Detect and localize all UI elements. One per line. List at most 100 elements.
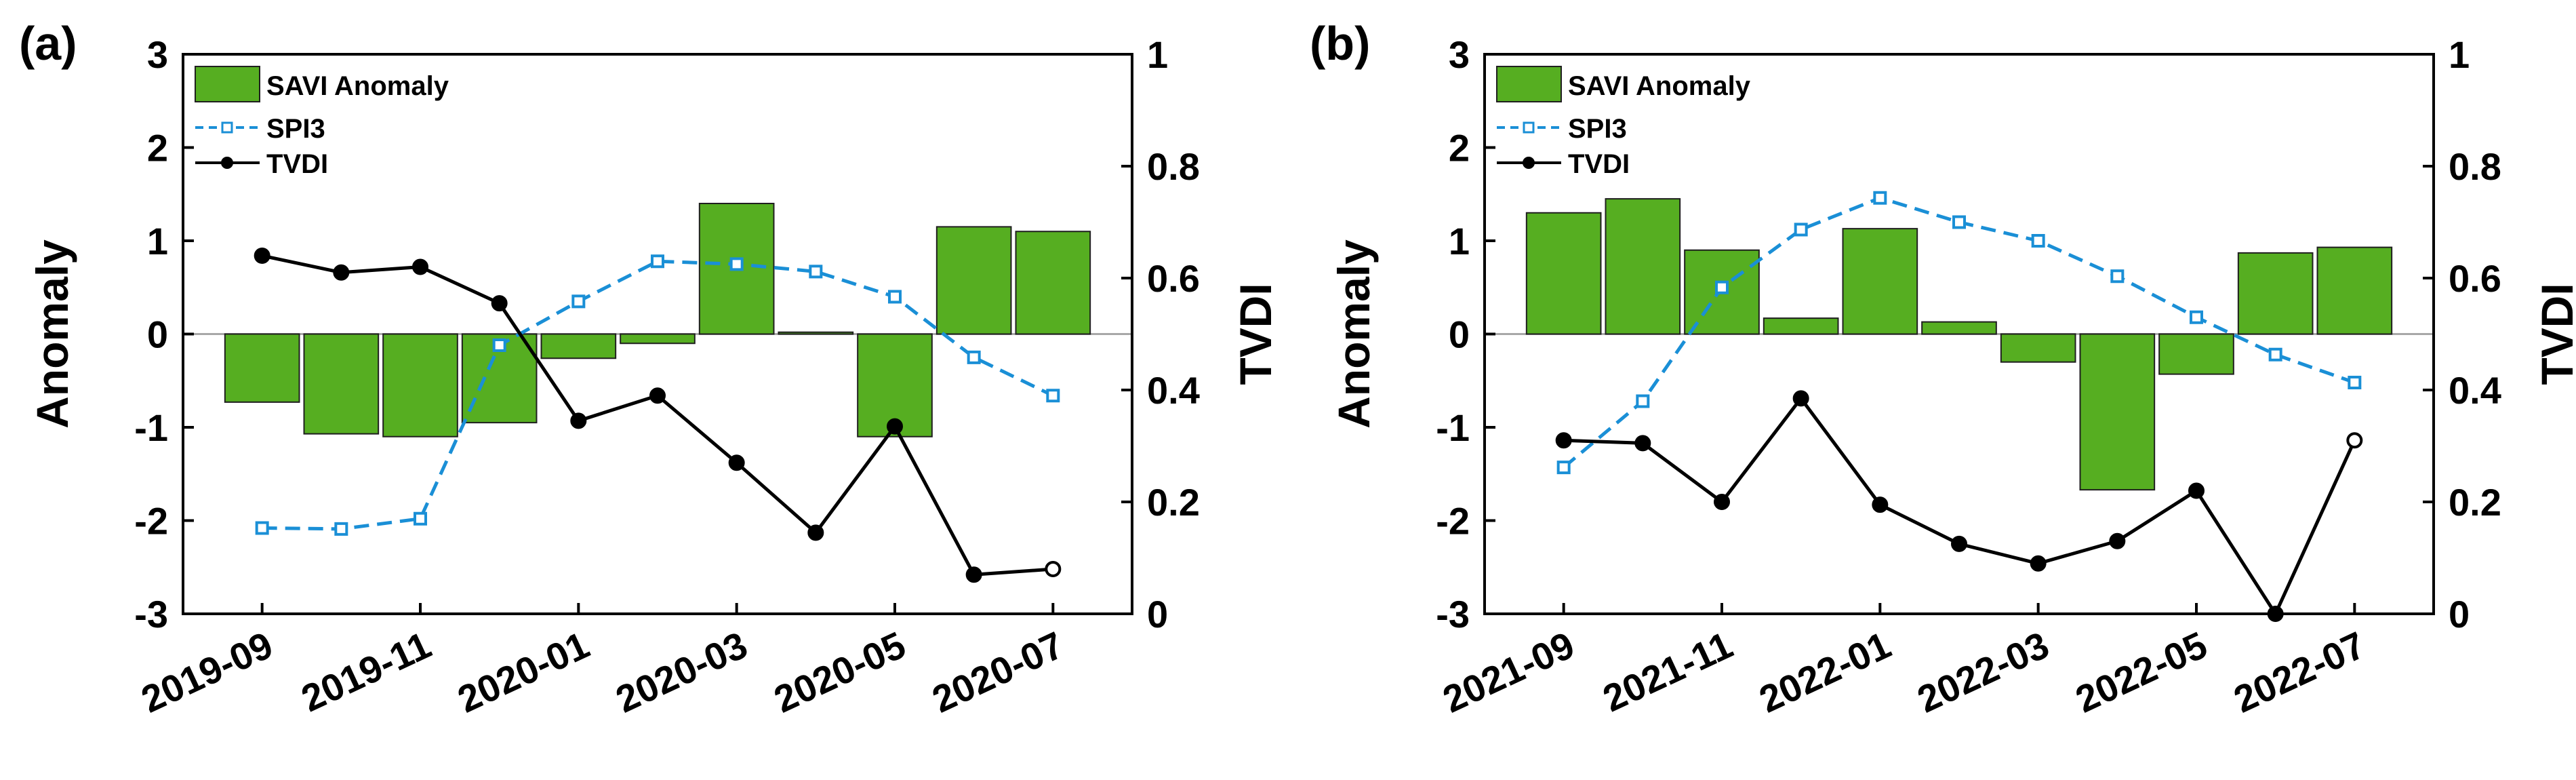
tvdi-marker xyxy=(2346,432,2363,449)
tvdi-marker xyxy=(649,387,666,404)
spi3-marker xyxy=(1636,394,1650,408)
legend-label-tvdi: TVDI xyxy=(266,149,328,179)
spi3-marker xyxy=(2110,269,2125,284)
tvdi-marker xyxy=(887,418,903,435)
y-axis-label: Anomaly xyxy=(1329,239,1379,429)
y-tick-label: 3 xyxy=(147,33,168,76)
spi3-marker xyxy=(1873,191,1887,205)
spi3-marker xyxy=(414,511,427,526)
x-tick-label: 2020-03 xyxy=(609,623,754,721)
savi-anomaly-bar xyxy=(1763,317,1839,335)
spi3-marker xyxy=(1794,222,1808,237)
savi-anomaly-bar xyxy=(2000,333,2076,363)
legend-label-spi3: SPI3 xyxy=(266,114,325,144)
spi3-marker xyxy=(888,290,902,304)
legend-swatch-savi xyxy=(1496,66,1562,102)
spi3-marker xyxy=(1952,215,1966,229)
chart-panel-b: (b) 3 2 1 0 -1 -2 -3 1 0.8 0.6 0.4 0.2 0 2021-09 2021-1… xyxy=(1310,17,2576,721)
savi-anomaly-bar xyxy=(620,333,696,345)
tvdi-marker xyxy=(965,566,982,583)
y2-tick-label: 0 xyxy=(1147,593,1168,636)
legend-swatch-savi xyxy=(195,66,260,102)
legend-label-savi: SAVI Anomaly xyxy=(1568,71,1751,101)
spi3-marker xyxy=(2268,347,2282,362)
x-tick-label: 2020-07 xyxy=(926,623,1070,721)
tvdi-marker xyxy=(728,454,745,471)
tvdi-marker xyxy=(1634,435,1651,452)
y-tick-label: -2 xyxy=(1436,500,1470,543)
tvdi-marker xyxy=(2109,532,2126,549)
spi3-marker xyxy=(651,254,664,269)
y-tick-label: 2 xyxy=(1449,127,1470,170)
x-tick-label: 2022-05 xyxy=(2069,623,2213,721)
tvdi-marker xyxy=(1951,535,1967,552)
y-axis-label: Anomaly xyxy=(27,239,77,429)
tvdi-marker xyxy=(1792,390,1809,407)
spi3-marker xyxy=(729,257,744,271)
spi3-marker xyxy=(255,521,269,535)
spi3-marker xyxy=(1715,280,1729,294)
tvdi-marker xyxy=(1045,561,1062,577)
x-tick-label: 2019-11 xyxy=(295,623,437,720)
savi-anomaly-bar xyxy=(540,333,617,359)
savi-anomaly-bar xyxy=(2079,333,2156,491)
tvdi-marker xyxy=(807,524,824,541)
savi-anomaly-bar xyxy=(1605,198,1681,335)
savi-anomaly-bar xyxy=(303,333,380,435)
tvdi-marker xyxy=(491,295,508,312)
y2-tick-label: 0.6 xyxy=(1147,257,1200,300)
savi-anomaly-bar xyxy=(778,331,854,335)
y2-tick-label: 1 xyxy=(2449,33,2470,76)
legend-label-savi: SAVI Anomaly xyxy=(266,71,449,101)
spi3-marker xyxy=(2190,310,2203,324)
tvdi-marker xyxy=(333,264,350,281)
tvdi-marker xyxy=(1714,494,1730,510)
x-tick-label: 2020-05 xyxy=(767,623,912,721)
y-tick-label: 3 xyxy=(1449,33,1470,76)
legend: SAVI Anomaly SPI3 TVDI xyxy=(195,66,449,179)
savi-anomaly-bar xyxy=(2237,252,2314,335)
legend-label-tvdi: TVDI xyxy=(1568,149,1630,179)
tvdi-marker xyxy=(1872,496,1889,513)
savi-anomaly-bar xyxy=(1842,228,1918,335)
y-tick-label: -3 xyxy=(134,593,168,636)
legend-marker-spi3 xyxy=(1523,121,1535,134)
savi-anomaly-bar xyxy=(382,333,458,437)
legend-marker-tvdi xyxy=(221,157,233,169)
spi3-marker xyxy=(1046,389,1060,403)
spi3-marker xyxy=(2348,376,2362,389)
x-tick-label: 2022-03 xyxy=(1911,623,2055,721)
savi-anomaly-bar xyxy=(2158,333,2234,375)
savi-anomaly-bar xyxy=(1015,231,1091,335)
savi-anomaly-bar xyxy=(1921,321,1997,335)
x-tick-label: 2020-01 xyxy=(451,623,596,721)
y-tick-label: -2 xyxy=(134,500,168,543)
y-tick-label: -3 xyxy=(1436,593,1470,636)
y2-tick-label: 0.6 xyxy=(2449,257,2501,300)
spi3-marker xyxy=(492,338,506,352)
y2-tick-label: 0.4 xyxy=(1147,369,1200,412)
spi3-marker xyxy=(334,522,348,536)
savi-anomaly-bar xyxy=(935,226,1012,335)
tvdi-marker xyxy=(570,412,587,429)
spi3-marker xyxy=(967,350,981,364)
tvdi-marker xyxy=(254,248,270,264)
spi3-marker xyxy=(571,294,586,309)
x-tick-label: 2019-09 xyxy=(135,623,279,721)
x-tick-label: 2021-09 xyxy=(1436,623,1581,721)
tvdi-marker xyxy=(412,258,428,275)
y-tick-label: 0 xyxy=(147,313,168,356)
legend-marker-spi3 xyxy=(221,121,233,134)
savi-anomaly-bar xyxy=(224,333,300,403)
tvdi-marker xyxy=(2030,555,2047,572)
legend-label-spi3: SPI3 xyxy=(1568,114,1627,144)
spi3-marker xyxy=(2031,234,2045,248)
legend-marker-tvdi xyxy=(1523,157,1535,169)
panel-label: (a) xyxy=(19,17,77,70)
y2-axis-label: TVDI xyxy=(1230,283,1281,385)
y-tick-label: 2 xyxy=(147,127,168,170)
y2-tick-label: 1 xyxy=(1147,33,1168,76)
x-tick-label: 2021-11 xyxy=(1596,623,1739,720)
y2-axis-label: TVDI xyxy=(2532,283,2576,385)
